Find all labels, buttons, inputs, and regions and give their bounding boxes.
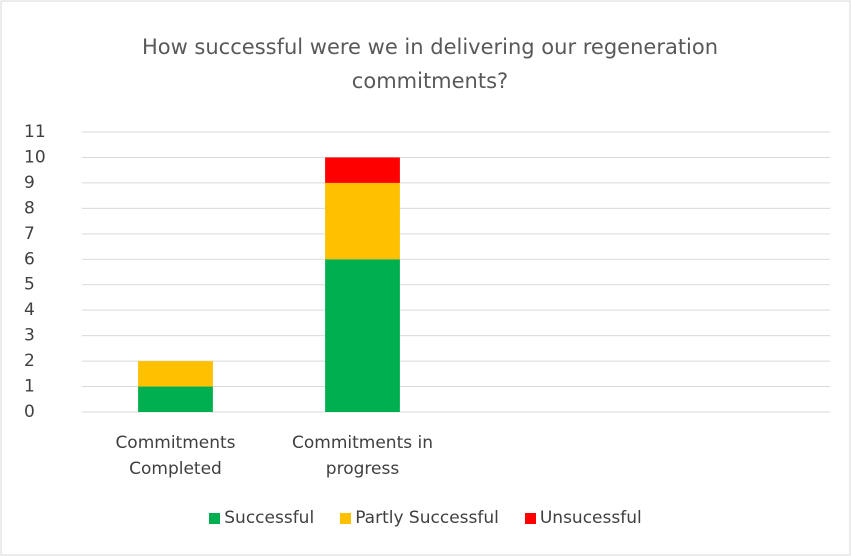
y-tick-label: 0 — [24, 402, 35, 422]
legend-label: Partly Successful — [355, 508, 499, 528]
legend-label: Unsucessful — [539, 508, 642, 528]
x-tick-label: Commitments Completed — [115, 433, 236, 479]
y-tick-label: 8 — [24, 198, 35, 218]
y-tick-label: 5 — [24, 275, 35, 295]
y-tick-label: 6 — [24, 249, 35, 269]
chart-title: How successful were we in delivering our… — [141, 35, 719, 93]
legend-swatch — [340, 512, 352, 524]
x-tick-label: Commitments in progress — [292, 433, 433, 479]
y-tick-label: 2 — [24, 351, 35, 371]
y-tick-label: 10 — [24, 147, 46, 167]
legend-item: Unsucessful — [524, 508, 642, 528]
y-tick-label: 3 — [24, 326, 35, 346]
legend-swatch — [524, 512, 536, 524]
y-tick-label: 1 — [24, 377, 35, 397]
bar-segment — [325, 259, 400, 412]
bar-segment — [325, 157, 400, 183]
y-tick-label: 4 — [24, 300, 35, 320]
bar-segment — [138, 361, 213, 387]
legend-label: Successful — [224, 508, 315, 528]
y-tick-label: 11 — [24, 122, 46, 142]
legend: Successful Partly Successful Unsucessful — [0, 508, 851, 528]
legend-item: Partly Successful — [340, 508, 499, 528]
y-tick-label: 7 — [24, 224, 35, 244]
y-tick-label: 9 — [24, 173, 35, 193]
legend-item: Successful — [209, 508, 314, 528]
bar-segment — [138, 386, 213, 412]
bar-segment — [325, 182, 400, 260]
legend-swatch — [209, 512, 221, 524]
